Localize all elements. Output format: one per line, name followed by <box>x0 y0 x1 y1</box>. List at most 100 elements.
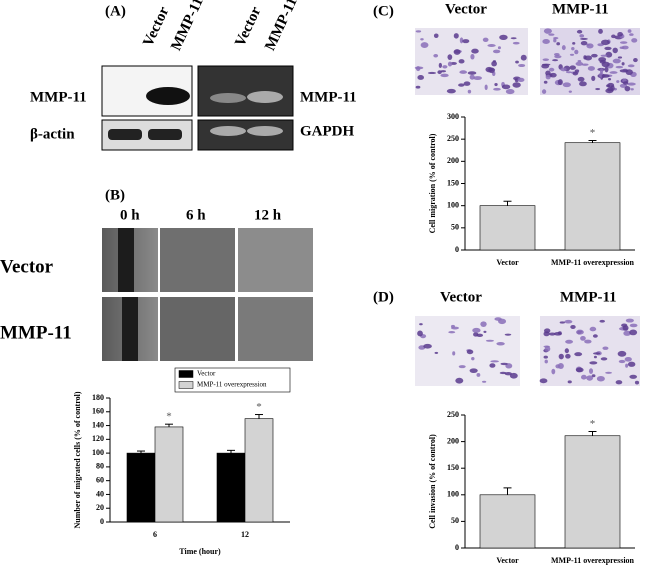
cell <box>423 343 432 349</box>
cell <box>427 71 437 75</box>
cell <box>584 55 593 61</box>
cell <box>518 63 526 68</box>
cell <box>625 69 633 76</box>
panel-label: (B) <box>105 187 125 203</box>
cell <box>473 332 479 337</box>
y-axis-label: Cell migration (% of control) <box>428 133 437 233</box>
cell <box>625 363 629 368</box>
cell <box>470 53 475 60</box>
western-blot <box>101 65 294 151</box>
cell <box>579 81 587 87</box>
cell <box>440 73 449 78</box>
cell <box>579 37 588 40</box>
cell <box>539 378 548 384</box>
cell <box>622 325 629 331</box>
cell <box>453 49 461 55</box>
cell <box>459 70 468 74</box>
cell <box>629 374 638 379</box>
error-bar <box>165 423 173 427</box>
cell <box>500 362 508 366</box>
cell <box>631 38 638 43</box>
cell <box>591 75 596 81</box>
cell <box>569 65 576 70</box>
cell <box>574 352 583 357</box>
cell <box>433 54 439 58</box>
y-axis-label: Number of migrated cells (% of control) <box>73 391 82 528</box>
y-tick-label: 100 <box>447 490 459 499</box>
cell <box>565 71 572 74</box>
cell <box>493 87 501 91</box>
legend-box <box>174 367 291 393</box>
cell <box>504 333 512 336</box>
lane-label: MMP-11 <box>168 0 206 53</box>
bar <box>564 435 621 549</box>
bar <box>154 426 184 523</box>
cell <box>485 66 493 73</box>
cell <box>485 339 494 342</box>
cell <box>453 33 459 39</box>
cell <box>484 84 488 91</box>
cell <box>491 60 497 67</box>
panel-label: (A) <box>105 3 126 19</box>
lane-label: MMP-11 <box>262 0 300 53</box>
cell <box>608 78 612 81</box>
cell <box>564 348 569 354</box>
significance-label: * <box>590 418 596 430</box>
y-tick-label: 150 <box>447 178 459 187</box>
cell <box>624 85 631 92</box>
y-tick-label: 200 <box>447 156 459 165</box>
cell <box>591 53 598 58</box>
cell <box>589 326 597 332</box>
cell <box>483 330 487 333</box>
cell <box>559 321 566 324</box>
cell <box>482 37 489 42</box>
cell <box>612 58 621 64</box>
y-tick-label: 100 <box>447 200 459 209</box>
cell <box>574 69 580 73</box>
panel-label: (D) <box>373 289 394 305</box>
column-label: MMP-11 <box>552 1 609 17</box>
cell <box>542 58 549 61</box>
cell <box>494 317 502 321</box>
cell <box>623 330 631 336</box>
error-bar <box>588 430 597 436</box>
cell <box>554 52 560 57</box>
cell <box>584 339 592 344</box>
cell <box>467 89 472 94</box>
cell <box>617 32 623 37</box>
cell <box>620 41 628 44</box>
cell <box>548 67 555 72</box>
cell <box>622 81 629 85</box>
cell <box>462 39 470 44</box>
x-tick-label: Vector <box>496 556 519 565</box>
cell <box>567 380 572 384</box>
x-tick-label: Vector <box>496 258 519 267</box>
y-tick-label: 80 <box>96 462 104 471</box>
cell <box>621 62 625 66</box>
cell <box>499 34 508 40</box>
cell <box>420 38 424 41</box>
cell <box>633 58 638 63</box>
cell <box>601 39 610 46</box>
cell <box>517 77 525 83</box>
cell <box>490 360 499 363</box>
error-bar <box>503 200 512 206</box>
cell <box>415 30 422 33</box>
cell <box>596 375 605 382</box>
cell <box>602 346 609 350</box>
cell <box>417 75 425 80</box>
y-tick-label: 50 <box>451 223 459 232</box>
cell <box>629 33 634 36</box>
y-tick-label: 200 <box>447 436 459 445</box>
cell <box>601 74 610 78</box>
cell <box>593 352 601 355</box>
cell <box>433 33 439 39</box>
cell <box>634 380 640 385</box>
bar <box>479 494 536 549</box>
cell <box>494 83 498 87</box>
cell <box>459 37 464 44</box>
cell <box>599 319 605 323</box>
cell <box>505 89 515 95</box>
cell <box>469 74 475 80</box>
